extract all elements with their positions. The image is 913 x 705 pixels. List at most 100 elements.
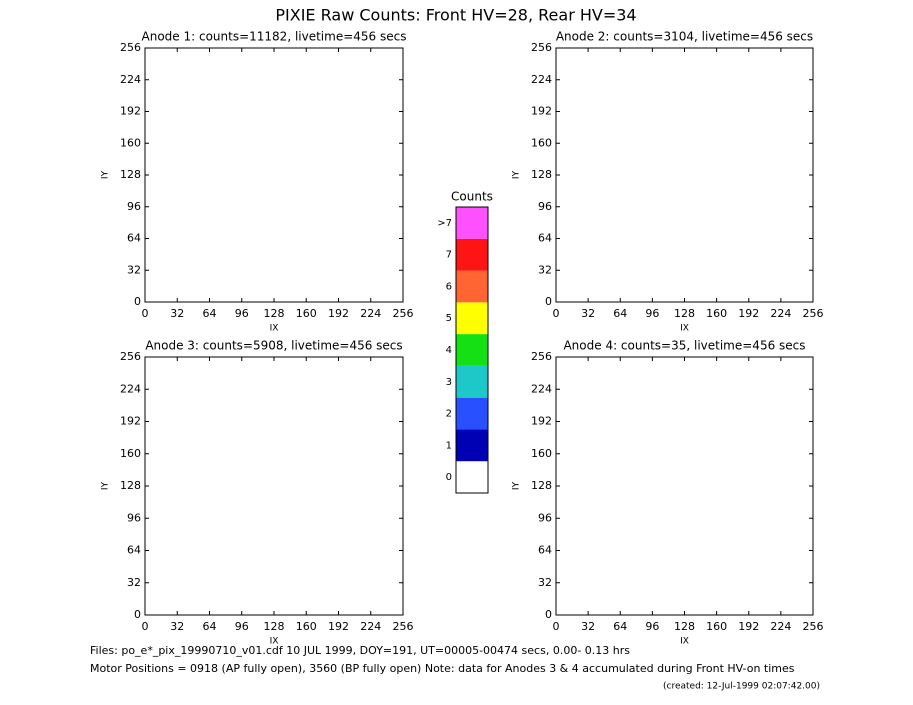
y-tick-label: 64 — [127, 544, 141, 557]
y-tick-label: 0 — [134, 295, 141, 308]
x-tick-label: 64 — [203, 620, 217, 633]
x-tick-label: 0 — [142, 307, 149, 320]
y-tick-label: 32 — [538, 263, 552, 276]
x-tick-label: 192 — [738, 620, 759, 633]
x-tick-label: 0 — [553, 307, 560, 320]
colorbar-label: >7 — [437, 218, 452, 229]
y-axis-label: IY — [101, 170, 111, 179]
y-tick-label: 256 — [120, 41, 141, 54]
y-tick-label: 64 — [127, 232, 141, 245]
x-tick-label: 160 — [706, 307, 727, 320]
x-tick-label: 192 — [738, 307, 759, 320]
y-tick-label: 224 — [531, 73, 552, 86]
colorbar-cell — [456, 461, 488, 493]
x-tick-label: 160 — [296, 620, 317, 633]
y-tick-label: 128 — [531, 479, 552, 492]
y-tick-label: 192 — [531, 105, 552, 118]
x-tick-label: 160 — [296, 307, 317, 320]
x-tick-label: 224 — [770, 620, 791, 633]
colorbar-label: 4 — [446, 345, 452, 356]
y-tick-label: 32 — [127, 263, 141, 276]
y-tick-label: 192 — [531, 415, 552, 428]
y-tick-label: 160 — [531, 447, 552, 460]
y-tick-label: 96 — [538, 511, 552, 524]
x-tick-label: 128 — [674, 307, 695, 320]
y-tick-label: 256 — [531, 41, 552, 54]
colorbar-cell — [456, 207, 488, 239]
y-tick-label: 96 — [538, 200, 552, 213]
x-tick-label: 192 — [328, 307, 349, 320]
colorbar-cell — [456, 238, 488, 271]
y-tick-label: 64 — [538, 232, 552, 245]
x-tick-label: 32 — [581, 307, 595, 320]
x-tick-label: 96 — [235, 307, 249, 320]
colorbar-label: 0 — [446, 472, 452, 483]
y-tick-label: 192 — [120, 415, 141, 428]
y-tick-label: 224 — [120, 73, 141, 86]
y-tick-label: 128 — [120, 479, 141, 492]
x-tick-label: 256 — [393, 620, 414, 633]
colorbar-label: 7 — [446, 250, 452, 261]
page-title: PIXIE Raw Counts: Front HV=28, Rear HV=3… — [275, 6, 636, 25]
colorbar-label: 2 — [446, 409, 452, 420]
y-tick-label: 160 — [120, 447, 141, 460]
x-tick-label: 256 — [803, 620, 824, 633]
colorbar-label: 6 — [446, 281, 452, 292]
panel-title: Anode 4: counts=35, livetime=456 secs — [563, 339, 805, 353]
panel-title: Anode 3: counts=5908, livetime=456 secs — [145, 339, 402, 353]
y-tick-label: 96 — [127, 511, 141, 524]
colorbar-label: 5 — [446, 313, 452, 324]
colorbar-cell — [456, 365, 488, 398]
x-tick-label: 224 — [360, 307, 381, 320]
panel-title: Anode 1: counts=11182, livetime=456 secs — [142, 30, 407, 44]
x-tick-label: 0 — [142, 620, 149, 633]
x-tick-label: 32 — [170, 620, 184, 633]
y-tick-label: 224 — [531, 382, 552, 395]
x-axis-label: IX — [680, 637, 689, 647]
footer-files: Files: po_e*_pix_19990710_v01.cdf 10 JUL… — [90, 644, 630, 657]
y-tick-label: 64 — [538, 544, 552, 557]
x-tick-label: 64 — [613, 620, 627, 633]
y-tick-label: 224 — [120, 382, 141, 395]
colorbar-cell — [456, 397, 488, 430]
x-tick-label: 32 — [170, 307, 184, 320]
y-axis-label: IY — [512, 481, 522, 490]
colorbar-label: 1 — [446, 440, 452, 451]
x-tick-label: 0 — [553, 620, 560, 633]
panel-title: Anode 2: counts=3104, livetime=456 secs — [556, 30, 813, 44]
footer-created: (created: 12-Jul-1999 02:07:42.00) — [663, 682, 820, 692]
y-tick-label: 128 — [531, 168, 552, 181]
x-axis-label: IX — [270, 637, 279, 647]
y-tick-label: 0 — [545, 608, 552, 621]
x-tick-label: 128 — [264, 307, 285, 320]
x-tick-label: 96 — [645, 307, 659, 320]
y-tick-label: 128 — [120, 168, 141, 181]
y-tick-label: 96 — [127, 200, 141, 213]
x-tick-label: 96 — [645, 620, 659, 633]
x-tick-label: 32 — [581, 620, 595, 633]
y-tick-label: 0 — [134, 608, 141, 621]
x-tick-label: 128 — [674, 620, 695, 633]
x-tick-label: 256 — [803, 307, 824, 320]
footer-motor: Motor Positions = 0918 (AP fully open), … — [90, 662, 795, 675]
colorbar-cell — [456, 302, 488, 335]
y-tick-label: 160 — [120, 136, 141, 149]
x-axis-label: IX — [270, 324, 279, 334]
y-tick-label: 256 — [531, 350, 552, 363]
x-tick-label: 160 — [706, 620, 727, 633]
colorbar-cell — [456, 270, 488, 303]
colorbar-frame — [455, 206, 489, 494]
y-tick-label: 256 — [120, 350, 141, 363]
colorbar-cell — [456, 429, 488, 462]
y-axis-label: IY — [101, 481, 111, 490]
colorbar-title: Counts — [451, 190, 493, 204]
x-tick-label: 224 — [770, 307, 791, 320]
y-tick-label: 192 — [120, 105, 141, 118]
x-tick-label: 256 — [393, 307, 414, 320]
x-axis-label: IX — [680, 324, 689, 334]
y-axis-label: IY — [512, 170, 522, 179]
y-tick-label: 0 — [545, 295, 552, 308]
colorbar-cell — [456, 334, 488, 366]
x-tick-label: 128 — [264, 620, 285, 633]
